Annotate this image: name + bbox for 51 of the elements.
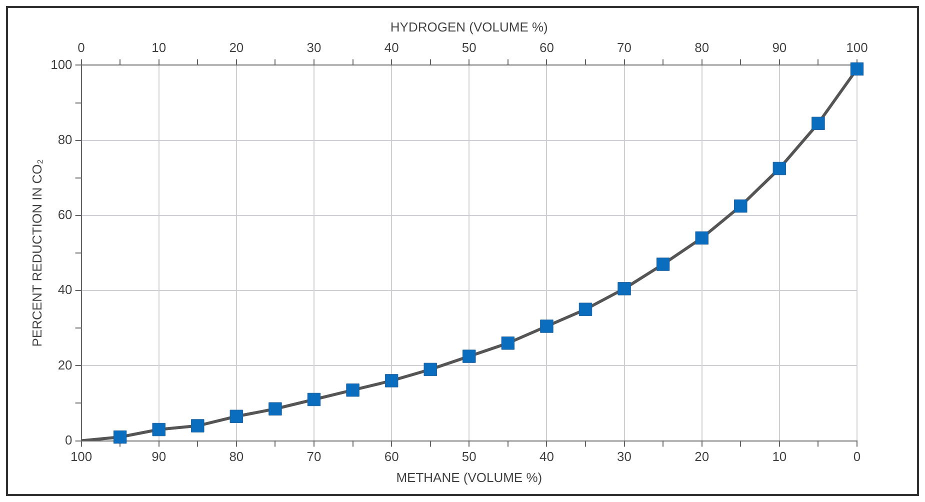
point [424,362,437,376]
x-tick-label: 50 [462,449,476,464]
x2-tick-label: 30 [306,40,322,55]
point [462,350,476,363]
point [812,116,825,130]
x-axis-title: METHANE (VOLUME %) [396,470,542,485]
point [501,336,515,350]
point [578,302,592,316]
x2-tick-label: 50 [462,40,476,55]
x-tick-label: 80 [229,449,244,464]
y-tick-label: 0 [65,432,72,448]
point [772,162,786,176]
x2-tick-label: 80 [694,40,710,55]
point [230,410,244,423]
point [695,231,708,245]
point [384,374,398,388]
x2-tick-label: 10 [152,40,166,55]
point [152,422,166,436]
x-tick-label: 90 [152,449,166,464]
x-tick-label: 30 [617,449,632,464]
x2-axis-title: HYDROGEN (VOLUME %) [390,19,548,34]
x-tick-label: 10 [772,449,787,464]
x2-tick-label: 90 [772,40,787,55]
point [307,392,321,406]
point [346,383,360,397]
x-tick-label: 100 [70,449,92,464]
y-tick-label: 20 [58,357,72,372]
point [734,199,748,213]
x-tick-label: 40 [539,449,554,464]
x2-tick-label: 70 [617,40,632,55]
y-tick-label: 60 [58,207,72,222]
x2-tick-label: 60 [539,40,554,55]
y-tick-label: 100 [50,56,72,72]
x-tick-label: 60 [384,449,399,464]
x-tick-label: 0 [853,449,861,464]
point [540,320,554,333]
x2-tick-label: 20 [229,40,244,55]
y-tick-label: 40 [58,282,72,298]
point [268,402,282,416]
x2-tick-label: 40 [384,40,399,55]
y-axis-title: PERCENT REDUCTION IN CO₂ [29,159,44,347]
x-tick-label: 20 [694,449,710,464]
point [191,419,204,432]
y-tick-label: 80 [58,132,72,147]
point [618,282,631,296]
point [850,62,864,76]
x2-tick-label: 100 [846,40,868,55]
point [656,258,670,271]
x2-tick-label: 0 [78,40,85,55]
x-tick-label: 70 [306,449,322,464]
point [113,430,127,444]
